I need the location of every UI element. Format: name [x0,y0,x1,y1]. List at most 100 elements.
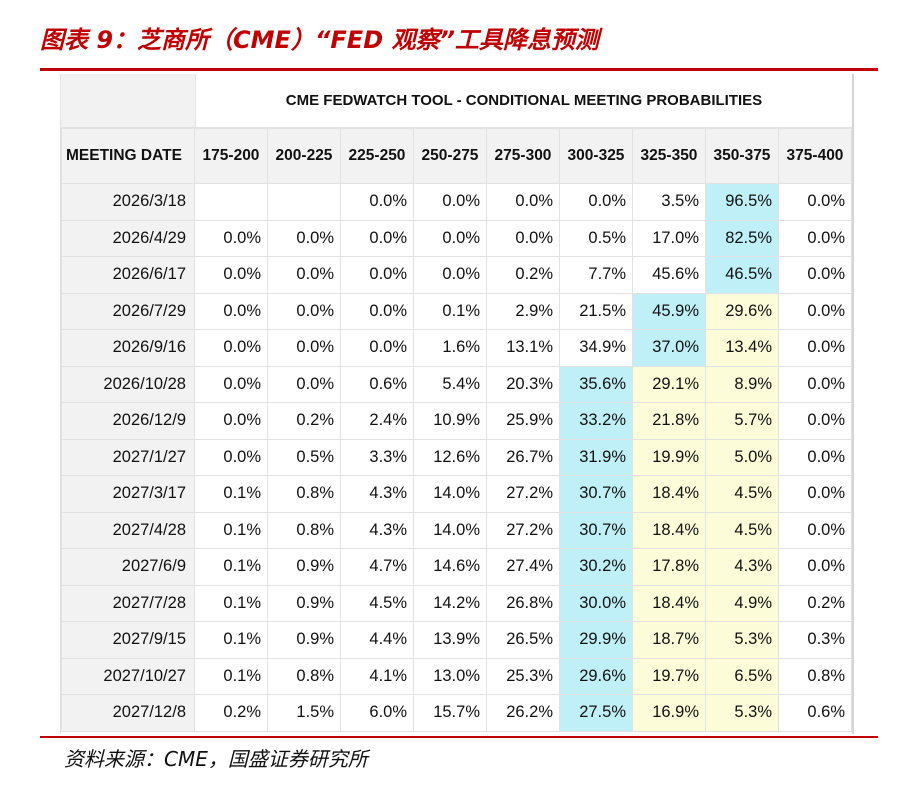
probability-cell: 35.6% [559,365,633,403]
table-row: 2027/6/9 0.1% 0.9% 4.7% 14.6% 27.4% 30.2% 17.8%… [61,548,852,586]
probability-cell: 0.0% [778,548,852,586]
probability-cell: 4.3% [705,548,779,586]
probability-cell: 12.6% [413,438,487,476]
probability-cell: 30.7% [559,475,633,513]
probability-cell: 34.9% [559,329,633,367]
probability-cell: 0.0% [340,256,414,294]
probability-cell: 96.5% [705,183,779,221]
probability-cell: 46.5% [705,256,779,294]
probability-cell: 14.0% [413,511,487,549]
probability-cell: 14.2% [413,584,487,622]
probability-cell: 0.2% [778,584,852,622]
probability-cell: 0.2% [486,256,560,294]
probability-cell: 0.6% [778,694,852,732]
table-row: 2027/1/27 0.0% 0.5% 3.3% 12.6% 26.7% 31.9% 19.9… [61,438,852,476]
probability-cell: 4.3% [340,511,414,549]
probability-cell: 0.0% [340,292,414,330]
probability-cell: 0.0% [559,183,633,221]
probability-cell: 21.8% [632,402,706,440]
probability-cell: 0.0% [778,511,852,549]
probability-table: MEETING DATE 175-200 200-225 225-250 250-27… [61,128,852,732]
table-row: 2027/3/17 0.1% 0.8% 4.3% 14.0% 27.2% 30.7% 18.4… [61,475,852,513]
table-frame [60,74,854,734]
probability-cell: 0.0% [413,219,487,257]
table-row: 2027/7/28 0.1% 0.9% 4.5% 14.2% 26.8% 30.0% 18.4… [61,584,852,622]
rate-range-header: 225-250 [340,128,414,184]
probability-cell: 5.0% [705,438,779,476]
probability-cell: 3.5% [632,183,706,221]
probability-cell: 8.9% [705,365,779,403]
probability-cell: 16.9% [632,694,706,732]
meeting-date-cell: 2026/7/29 [61,292,195,330]
meeting-date-cell: 2026/10/28 [61,365,195,403]
probability-cell: 0.9% [267,584,341,622]
probability-cell: 0.1% [194,584,268,622]
table-title: CME FEDWATCH TOOL - CONDITIONAL MEETING … [195,74,852,128]
probability-cell: 33.2% [559,402,633,440]
probability-cell: 31.9% [559,438,633,476]
probability-cell: 1.5% [267,694,341,732]
table-row: 2026/7/29 0.0% 0.0% 0.0% 0.1% 2.9% 21.5% 45.9% 2… [61,292,852,330]
probability-cell: 0.0% [778,402,852,440]
probability-cell: 0.2% [267,402,341,440]
probability-cell: 1.6% [413,329,487,367]
meeting-date-cell: 2026/4/29 [61,219,195,257]
table-corner-cell [61,74,195,128]
probability-cell: 13.1% [486,329,560,367]
rate-range-header: 200-225 [267,128,341,184]
probability-cell: 0.0% [267,256,341,294]
rate-range-header: 275-300 [486,128,560,184]
probability-cell: 3.3% [340,438,414,476]
probability-cell: 13.4% [705,329,779,367]
probability-cell: 0.1% [413,292,487,330]
meeting-date-header: MEETING DATE [61,128,195,184]
probability-cell: 0.0% [267,365,341,403]
meeting-date-cell: 2027/1/27 [61,438,195,476]
probability-cell: 0.0% [194,438,268,476]
probability-cell: 17.8% [632,548,706,586]
probability-cell: 0.8% [267,475,341,513]
rate-range-header: 325-350 [632,128,706,184]
probability-cell: 29.9% [559,621,633,659]
column-header-row: MEETING DATE 175-200 200-225 225-250 250-27… [61,128,852,184]
probability-cell: 0.1% [194,548,268,586]
probability-cell: 0.0% [194,365,268,403]
probability-cell: 2.4% [340,402,414,440]
probability-cell: 5.3% [705,694,779,732]
table-row: 2026/9/16 0.0% 0.0% 0.0% 1.6% 13.1% 34.9% 37.0%… [61,329,852,367]
probability-cell: 37.0% [632,329,706,367]
meeting-date-cell: 2026/3/18 [61,183,195,221]
probability-cell: 0.0% [778,183,852,221]
probability-cell: 4.7% [340,548,414,586]
probability-cell: 45.6% [632,256,706,294]
probability-cell: 4.9% [705,584,779,622]
probability-cell: 6.0% [340,694,414,732]
table-row: 2027/10/27 0.1% 0.8% 4.1% 13.0% 25.3% 29.6% 19.… [61,657,852,695]
probability-cell: 17.0% [632,219,706,257]
probability-cell: 0.0% [267,329,341,367]
probability-cell: 21.5% [559,292,633,330]
probability-cell: 0.6% [340,365,414,403]
probability-cell: 25.9% [486,402,560,440]
probability-cell: 27.5% [559,694,633,732]
probability-cell: 27.4% [486,548,560,586]
meeting-date-cell: 2027/12/8 [61,694,195,732]
probability-cell: 5.7% [705,402,779,440]
rate-range-header: 250-275 [413,128,487,184]
probability-cell: 0.8% [267,511,341,549]
meeting-date-cell: 2026/6/17 [61,256,195,294]
table-row: 2026/3/18 0.0% 0.0% 0.0% 0.0% 3.5% 96.5% 0.0% [61,183,852,221]
probability-cell: 30.2% [559,548,633,586]
probability-cell: 0.5% [267,438,341,476]
meeting-date-cell: 2027/4/28 [61,511,195,549]
table-row: 2027/4/28 0.1% 0.8% 4.3% 14.0% 27.2% 30.7% 18.4… [61,511,852,549]
probability-cell: 45.9% [632,292,706,330]
probability-cell: 0.0% [778,219,852,257]
probability-cell: 0.0% [194,329,268,367]
probability-cell: 30.7% [559,511,633,549]
probability-cell: 0.0% [194,219,268,257]
probability-cell: 29.6% [559,657,633,695]
probability-cell: 4.5% [705,475,779,513]
probability-cell: 15.7% [413,694,487,732]
rate-range-header: 375-400 [778,128,852,184]
